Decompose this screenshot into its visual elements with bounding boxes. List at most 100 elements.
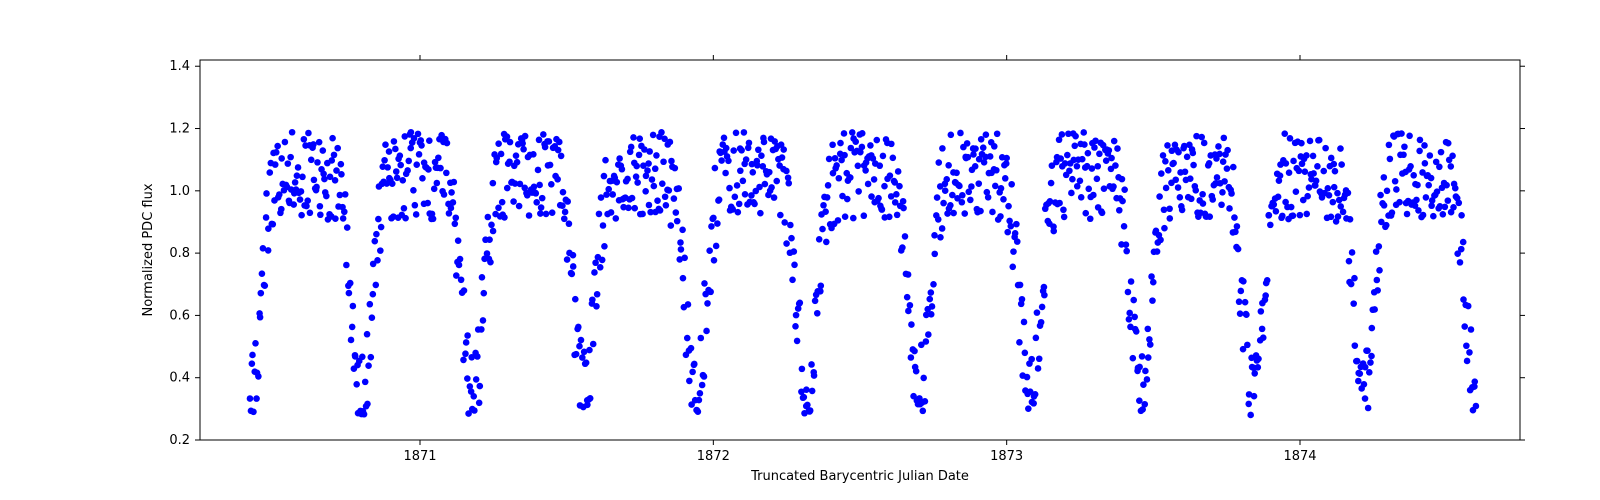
data-point bbox=[766, 169, 773, 176]
data-point bbox=[308, 157, 315, 164]
data-point bbox=[338, 171, 345, 178]
data-point bbox=[1393, 186, 1400, 193]
data-point bbox=[259, 270, 266, 277]
data-point bbox=[391, 138, 398, 145]
data-point bbox=[985, 194, 992, 201]
data-point bbox=[1258, 308, 1265, 315]
data-point bbox=[344, 224, 351, 231]
data-point bbox=[1364, 347, 1371, 354]
data-point bbox=[536, 182, 543, 189]
data-point bbox=[566, 220, 573, 227]
data-point bbox=[460, 357, 467, 364]
data-point bbox=[779, 154, 786, 161]
data-point bbox=[1116, 207, 1123, 214]
data-point bbox=[732, 194, 739, 201]
data-point bbox=[781, 219, 788, 226]
data-point bbox=[953, 170, 960, 177]
data-point bbox=[416, 151, 423, 158]
data-point bbox=[441, 191, 448, 198]
data-point bbox=[1235, 246, 1242, 253]
data-point bbox=[1273, 208, 1280, 215]
data-point bbox=[895, 168, 902, 175]
data-point bbox=[907, 302, 914, 309]
data-point bbox=[791, 262, 798, 269]
data-point bbox=[1328, 213, 1335, 220]
data-point bbox=[722, 170, 729, 177]
data-point bbox=[1166, 205, 1173, 212]
data-point bbox=[1094, 163, 1101, 170]
data-point bbox=[1121, 223, 1128, 230]
data-point bbox=[295, 164, 302, 171]
data-point bbox=[931, 232, 938, 239]
data-point bbox=[1456, 200, 1463, 207]
data-point bbox=[1324, 185, 1331, 192]
data-point bbox=[964, 140, 971, 147]
data-point bbox=[249, 360, 256, 367]
data-point bbox=[757, 210, 764, 217]
data-point bbox=[258, 290, 265, 297]
data-point bbox=[1148, 273, 1155, 280]
data-point bbox=[1005, 203, 1012, 210]
data-point bbox=[488, 221, 495, 228]
data-point bbox=[404, 167, 411, 174]
data-point bbox=[961, 210, 968, 217]
data-point bbox=[397, 152, 404, 159]
y-tick-label: 1.0 bbox=[169, 184, 190, 199]
data-point bbox=[332, 177, 339, 184]
data-point bbox=[1154, 248, 1161, 255]
data-point bbox=[1334, 190, 1341, 197]
data-point bbox=[706, 247, 713, 254]
data-point bbox=[401, 205, 408, 212]
data-point bbox=[1338, 161, 1345, 168]
data-point bbox=[314, 159, 321, 166]
data-point bbox=[1079, 156, 1086, 163]
data-point bbox=[1445, 197, 1452, 204]
data-point bbox=[412, 202, 419, 209]
data-point bbox=[1247, 412, 1254, 419]
data-point bbox=[861, 212, 868, 219]
data-point bbox=[1332, 168, 1339, 175]
data-point bbox=[749, 169, 756, 176]
data-point bbox=[691, 361, 698, 368]
data-point bbox=[823, 239, 830, 246]
data-point bbox=[1259, 326, 1266, 333]
data-point bbox=[1087, 215, 1094, 222]
data-point bbox=[298, 212, 305, 219]
data-point bbox=[1038, 319, 1045, 326]
data-point bbox=[1004, 229, 1011, 236]
data-point bbox=[833, 162, 840, 169]
data-point bbox=[1314, 163, 1321, 170]
data-point bbox=[510, 198, 517, 205]
data-point bbox=[1365, 405, 1372, 412]
data-point bbox=[1041, 292, 1048, 299]
data-point bbox=[937, 234, 944, 241]
data-point bbox=[561, 215, 568, 222]
data-point bbox=[382, 141, 389, 148]
data-point bbox=[905, 271, 912, 278]
data-point bbox=[855, 162, 862, 169]
data-point bbox=[1420, 212, 1427, 219]
data-point bbox=[886, 214, 893, 221]
data-point bbox=[672, 165, 679, 172]
plot-container: 18711872187318740.20.40.60.81.01.21.4Tru… bbox=[0, 0, 1600, 500]
data-point bbox=[555, 147, 562, 154]
data-point bbox=[807, 407, 814, 414]
data-point bbox=[777, 212, 784, 219]
data-point bbox=[1287, 135, 1294, 142]
data-point bbox=[1255, 364, 1262, 371]
data-point bbox=[674, 218, 681, 225]
data-point bbox=[714, 220, 721, 227]
data-point bbox=[313, 184, 320, 191]
data-point bbox=[948, 132, 955, 139]
data-point bbox=[935, 159, 942, 166]
data-point bbox=[501, 214, 508, 221]
data-point bbox=[793, 312, 800, 319]
data-point bbox=[367, 301, 374, 308]
data-point bbox=[1236, 298, 1243, 305]
data-point bbox=[331, 152, 338, 159]
data-point bbox=[1048, 180, 1055, 187]
data-point bbox=[713, 243, 720, 250]
data-point bbox=[490, 228, 497, 235]
data-point bbox=[1330, 161, 1337, 168]
data-point bbox=[1270, 201, 1277, 208]
